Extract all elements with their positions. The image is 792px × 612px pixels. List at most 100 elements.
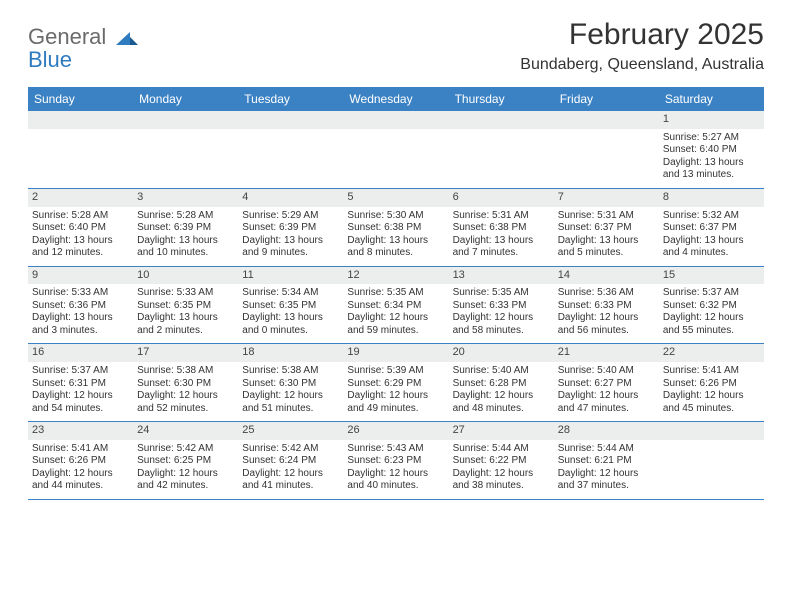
daylight-text: Daylight: 12 hours and 58 minutes. <box>453 312 550 337</box>
sunset-text: Sunset: 6:35 PM <box>242 300 339 313</box>
day-cell: 10Sunrise: 5:33 AMSunset: 6:35 PMDayligh… <box>133 267 238 344</box>
day-cell <box>343 111 448 188</box>
day-number: 12 <box>343 267 448 285</box>
sunrise-text: Sunrise: 5:31 AM <box>558 210 655 223</box>
day-number: 7 <box>554 189 659 207</box>
sunset-text: Sunset: 6:26 PM <box>663 378 760 391</box>
day-cell: 11Sunrise: 5:34 AMSunset: 6:35 PMDayligh… <box>238 267 343 344</box>
sunset-text: Sunset: 6:27 PM <box>558 378 655 391</box>
day-number: 10 <box>133 267 238 285</box>
logo: General Blue <box>28 18 138 77</box>
day-number: 19 <box>343 344 448 362</box>
day-number: 27 <box>449 422 554 440</box>
day-cell: 16Sunrise: 5:37 AMSunset: 6:31 PMDayligh… <box>28 344 133 421</box>
sunrise-text: Sunrise: 5:40 AM <box>453 365 550 378</box>
daylight-text: Daylight: 12 hours and 48 minutes. <box>453 390 550 415</box>
sunrise-text: Sunrise: 5:27 AM <box>663 132 760 145</box>
sunrise-text: Sunrise: 5:31 AM <box>453 210 550 223</box>
day-number <box>133 111 238 129</box>
day-number <box>343 111 448 129</box>
day-number <box>238 111 343 129</box>
day-number: 25 <box>238 422 343 440</box>
daylight-text: Daylight: 13 hours and 0 minutes. <box>242 312 339 337</box>
day-number: 3 <box>133 189 238 207</box>
daylight-text: Daylight: 13 hours and 10 minutes. <box>137 235 234 260</box>
day-number: 20 <box>449 344 554 362</box>
week-row: 16 Sunrise: 5:37 AMSunset: 6:31 PM Dayligh… <box>28 344 764 422</box>
day-number: 28 <box>554 422 659 440</box>
sunrise-text: Sunrise: 5:36 AM <box>558 287 655 300</box>
daylight-text: Daylight: 13 hours and 3 minutes. <box>32 312 129 337</box>
day-number: 18 <box>238 344 343 362</box>
day-number: 22 <box>659 344 764 362</box>
day-cell: 23Sunrise: 5:41 AMSunset: 6:26 PMDayligh… <box>28 422 133 499</box>
day-number: 1 <box>659 111 764 129</box>
sunrise-text: Sunrise: 5:34 AM <box>242 287 339 300</box>
day-number: 6 <box>449 189 554 207</box>
location: Bundaberg, Queensland, Australia <box>520 56 764 74</box>
sunset-text: Sunset: 6:37 PM <box>663 222 760 235</box>
sunset-text: Sunset: 6:23 PM <box>347 455 444 468</box>
sunset-text: Sunset: 6:29 PM <box>347 378 444 391</box>
logo-text: General Blue <box>28 24 138 77</box>
daylight-text: Daylight: 12 hours and 47 minutes. <box>558 390 655 415</box>
day-number: 9 <box>28 267 133 285</box>
weekday-fri: Friday <box>554 87 659 111</box>
weekday-wed: Wednesday <box>343 87 448 111</box>
daylight-text: Daylight: 12 hours and 51 minutes. <box>242 390 339 415</box>
sunset-text: Sunset: 6:22 PM <box>453 455 550 468</box>
logo-line1: General <box>28 24 106 49</box>
day-cell: 24Sunrise: 5:42 AMSunset: 6:25 PMDayligh… <box>133 422 238 499</box>
weekday-mon: Monday <box>133 87 238 111</box>
sunrise-text: Sunrise: 5:38 AM <box>137 365 234 378</box>
day-number: 16 <box>28 344 133 362</box>
sunrise-text: Sunrise: 5:37 AM <box>32 365 129 378</box>
day-cell: 12Sunrise: 5:35 AMSunset: 6:34 PMDayligh… <box>343 267 448 344</box>
sunset-text: Sunset: 6:39 PM <box>137 222 234 235</box>
sunset-text: Sunset: 6:33 PM <box>453 300 550 313</box>
day-number: 17 <box>133 344 238 362</box>
calendar-page: General Blue February 2025 Bundaberg, Qu… <box>0 0 792 510</box>
sunrise-text: Sunrise: 5:43 AM <box>347 443 444 456</box>
day-cell: 20Sunrise: 5:40 AMSunset: 6:28 PMDayligh… <box>449 344 554 421</box>
sunset-text: Sunset: 6:31 PM <box>32 378 129 391</box>
day-cell: 2Sunrise: 5:28 AMSunset: 6:40 PMDaylight… <box>28 189 133 266</box>
day-cell: 28Sunrise: 5:44 AMSunset: 6:21 PMDayligh… <box>554 422 659 499</box>
calendar: Sunday Monday Tuesday Wednesday Thursday… <box>28 87 764 500</box>
day-number: 23 <box>28 422 133 440</box>
sunrise-text: Sunrise: 5:37 AM <box>663 287 760 300</box>
day-number: 4 <box>238 189 343 207</box>
weekday-sat: Saturday <box>659 87 764 111</box>
daylight-text: Daylight: 13 hours and 2 minutes. <box>137 312 234 337</box>
day-cell <box>659 422 764 499</box>
sunset-text: Sunset: 6:38 PM <box>453 222 550 235</box>
sunset-text: Sunset: 6:30 PM <box>242 378 339 391</box>
day-number: 8 <box>659 189 764 207</box>
daylight-text: Daylight: 12 hours and 38 minutes. <box>453 468 550 493</box>
weeks-container: 1Sunrise: 5:27 AMSunset: 6:40 PMDaylight… <box>28 111 764 500</box>
day-number: 15 <box>659 267 764 285</box>
day-number <box>554 111 659 129</box>
day-cell: 15Sunrise: 5:37 AMSunset: 6:32 PMDayligh… <box>659 267 764 344</box>
daylight-text: Daylight: 13 hours and 9 minutes. <box>242 235 339 260</box>
sunset-text: Sunset: 6:21 PM <box>558 455 655 468</box>
day-cell: 7Sunrise: 5:31 AMSunset: 6:37 PMDaylight… <box>554 189 659 266</box>
sunset-text: Sunset: 6:39 PM <box>242 222 339 235</box>
sunrise-text: Sunrise: 5:30 AM <box>347 210 444 223</box>
sunset-text: Sunset: 6:33 PM <box>558 300 655 313</box>
header: General Blue February 2025 Bundaberg, Qu… <box>28 18 764 77</box>
day-number: 26 <box>343 422 448 440</box>
day-cell <box>554 111 659 188</box>
daylight-text: Daylight: 12 hours and 44 minutes. <box>32 468 129 493</box>
weekday-thu: Thursday <box>449 87 554 111</box>
day-cell: 6Sunrise: 5:31 AMSunset: 6:38 PMDaylight… <box>449 189 554 266</box>
daylight-text: Daylight: 13 hours and 4 minutes. <box>663 235 760 260</box>
week-row: 9Sunrise: 5:33 AMSunset: 6:36 PMDaylight… <box>28 267 764 345</box>
day-cell: 18Sunrise: 5:38 AMSunset: 6:30 PMDayligh… <box>238 344 343 421</box>
sunset-text: Sunset: 6:36 PM <box>32 300 129 313</box>
day-cell: 9Sunrise: 5:33 AMSunset: 6:36 PMDaylight… <box>28 267 133 344</box>
daylight-text: Daylight: 13 hours and 8 minutes. <box>347 235 444 260</box>
weekday-header: Sunday Monday Tuesday Wednesday Thursday… <box>28 87 764 111</box>
sunrise-text: Sunrise: 5:28 AM <box>137 210 234 223</box>
sunrise-text: Sunrise: 5:32 AM <box>663 210 760 223</box>
